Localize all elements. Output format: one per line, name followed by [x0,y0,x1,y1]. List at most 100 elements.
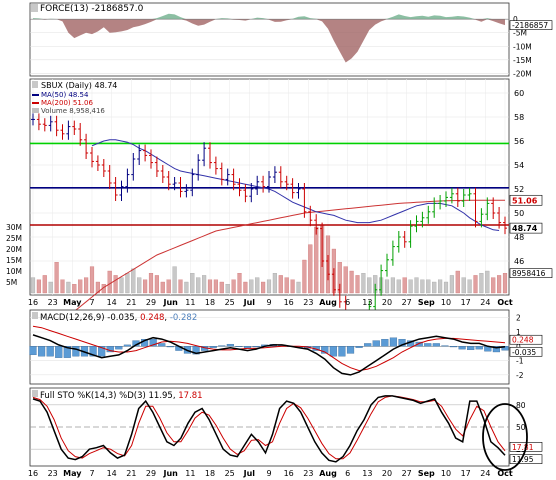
volume-bar [396,279,401,294]
macd-panel: 2 1 0 -1 -2 0.248 -0.035 MACD(12,26,9) -0.035… [29,309,543,385]
date-axis-bottom: 16 23 May 7 14 21 29 Jun 11 18 25 Jul 9 16 23 Aug 6 13 20 2… [28,469,513,478]
volume-bar [302,259,307,294]
macd-title-text: MACD(12,26,9) -0.035, 0.248, -0.282 [40,313,197,323]
volume-bar [166,279,171,294]
volume-bar [266,279,272,294]
macd-histogram-bar [441,345,449,347]
volume-bar [137,277,142,294]
macd-histogram-bar [123,344,131,347]
force-title: FORCE(13) -2186857.0 [31,4,144,14]
macd-main-line [32,334,506,376]
date-tick: Oct [497,298,513,307]
date-tick: 29 [146,298,156,307]
date-tick: 24 [480,469,490,478]
date-tick: Jun [162,298,178,307]
highlight-circle [482,403,528,471]
volume-bar [243,281,248,294]
date-tick: 25 [225,469,235,478]
date-tick: 9 [266,298,271,307]
volume-bar [497,275,502,294]
macd-histogram-bar [63,346,71,358]
date-tick: Aug [319,469,337,478]
volume-bar [278,275,283,294]
macd-value-signal: 0.248 [140,313,164,323]
volume-bar [255,277,260,294]
force-value-box [509,20,553,30]
sto-title-k: 11.95 [149,391,173,401]
date-tick: 16 [284,469,294,478]
price-value-label: 48.74 [512,224,538,233]
volume-bar [367,277,372,294]
date-tick: 14 [107,469,117,478]
volume-ytick: 20M [6,245,22,254]
macd-histogram-bar [398,338,406,347]
volume-bar [284,277,289,294]
price-legend: SBUX (Daily) 48.74 MA(50) 48.54 MA(200) … [32,81,117,115]
volume-bar [202,275,207,294]
volume-bar [119,277,124,294]
macd-histogram-bar [37,346,46,357]
force-ytick: -15M [513,56,532,65]
date-tick: 6 [345,298,350,307]
date-tick: 16 [28,298,38,307]
price-ytick: 58 [514,113,524,122]
date-tick: 7 [89,469,94,478]
macd-histogram-bar [338,346,346,357]
date-tick: 23 [303,469,313,478]
volume-bar [30,277,36,294]
volume-ytick: 25M [6,234,22,243]
macd-histogram-bar [218,345,226,347]
macd-histogram-bar [432,343,440,347]
date-tick: 13 [362,298,372,307]
volume-bar [72,284,77,294]
volume-bar [272,273,277,294]
volume-bar [48,281,53,294]
date-tick: 6 [345,469,350,478]
macd-ytick: 2 [516,314,521,323]
sto-k-line [32,395,506,463]
volume-bar [455,270,460,294]
date-tick: 11 [185,469,195,478]
volume-bar [449,275,454,294]
date-tick: 21 [126,469,136,478]
date-tick: 16 [28,469,38,478]
macd-histogram-bar [166,346,174,348]
volume-bar [314,226,319,294]
macd-histogram-bar [355,346,363,348]
volume-bar [60,279,65,294]
volume-bar [237,273,242,294]
macd-histogram-bar [467,346,475,351]
volume-bar [308,244,313,294]
legend-ma50: MA(50) 48.54 [41,91,89,99]
macd-histogram-bar [492,346,501,353]
volume-bar [231,279,236,294]
date-tick: Oct [497,469,513,478]
macd-histogram-bar [346,346,355,354]
price-value-label: 51.06 [512,196,538,205]
sto-value-label: 17.81 [512,443,534,452]
volume-bar [402,277,407,294]
macd-ytick: 0 [516,342,521,351]
date-tick: 20 [382,298,392,307]
macd-histogram-bar [372,340,380,347]
volume-bar [502,273,508,294]
sto-title: Full STO %K(14,3) %D(3) 11.95, 17.81 [32,390,203,401]
date-tick: 16 [284,298,294,307]
date-tick: 23 [48,298,58,307]
price-ytick: 50 [514,209,524,218]
volume-bar [438,279,443,294]
macd-histogram-bar [46,346,54,357]
volume-bar [432,281,437,294]
macd-value-label: -0.035 [512,348,536,357]
date-tick: 17 [461,469,471,478]
macd-histogram-bar [449,346,458,348]
volume-bar [172,266,177,294]
macd-histogram-bar [29,346,37,356]
macd-histogram-bar [89,346,97,357]
macd-histogram-bar [364,343,372,347]
legend-volume: Volume 8,958,416 [41,107,105,115]
price-ytick: 52 [514,185,524,194]
macd-histogram-bar [321,346,329,354]
volume-bar [131,268,136,294]
date-tick: 17 [461,298,471,307]
